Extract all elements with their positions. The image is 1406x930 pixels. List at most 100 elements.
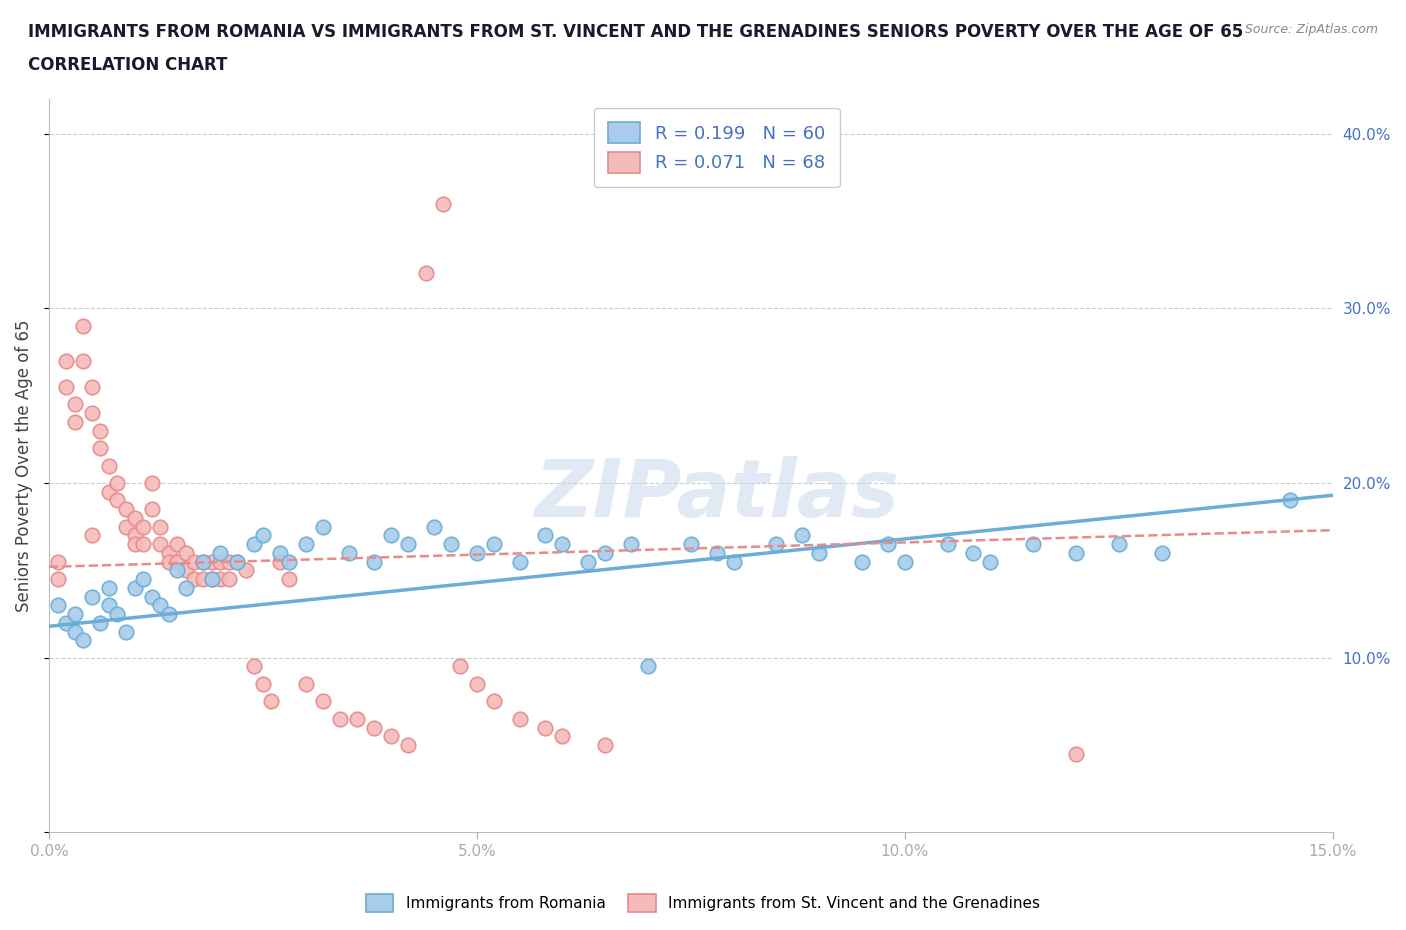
Point <box>595 737 617 752</box>
Point <box>166 537 188 551</box>
Point <box>1150 546 1173 561</box>
Point <box>157 554 180 569</box>
Point <box>465 676 488 691</box>
Point <box>191 572 214 587</box>
Point <box>962 546 984 561</box>
Point <box>449 659 471 674</box>
Point <box>191 554 214 569</box>
Point <box>200 572 222 587</box>
Point <box>808 546 831 561</box>
Text: ZIPatlas: ZIPatlas <box>534 456 898 534</box>
Point <box>396 737 419 752</box>
Text: Source: ZipAtlas.com: Source: ZipAtlas.com <box>1244 23 1378 36</box>
Point <box>209 572 232 587</box>
Point <box>723 554 745 569</box>
Point <box>115 519 138 534</box>
Point <box>551 729 574 744</box>
Point <box>166 563 188 578</box>
Point <box>482 694 505 709</box>
Point <box>46 572 69 587</box>
Point <box>107 493 129 508</box>
Legend: R = 0.199   N = 60, R = 0.071   N = 68: R = 0.199 N = 60, R = 0.071 N = 68 <box>593 108 839 187</box>
Point <box>72 353 94 368</box>
Point <box>183 554 205 569</box>
Point <box>440 537 463 551</box>
Point <box>132 537 155 551</box>
Point <box>851 554 873 569</box>
Point <box>115 502 138 517</box>
Point <box>979 554 1001 569</box>
Point <box>226 554 249 569</box>
Point <box>1278 493 1301 508</box>
Point <box>132 572 155 587</box>
Point <box>149 519 172 534</box>
Point <box>63 606 86 621</box>
Point <box>243 537 266 551</box>
Point <box>380 729 402 744</box>
Point <box>679 537 702 551</box>
Point <box>294 676 316 691</box>
Point <box>63 397 86 412</box>
Point <box>432 196 454 211</box>
Point <box>191 554 214 569</box>
Point <box>89 616 111 631</box>
Point <box>174 563 197 578</box>
Point <box>218 554 240 569</box>
Point <box>876 537 898 551</box>
Point <box>595 546 617 561</box>
Point <box>534 720 557 735</box>
Point <box>337 546 360 561</box>
Point <box>166 554 188 569</box>
Point <box>72 318 94 333</box>
Point <box>149 598 172 613</box>
Point <box>260 694 283 709</box>
Point <box>252 676 274 691</box>
Point <box>55 616 77 631</box>
Point <box>312 519 335 534</box>
Point <box>149 537 172 551</box>
Y-axis label: Seniors Poverty Over the Age of 65: Seniors Poverty Over the Age of 65 <box>15 319 32 612</box>
Point <box>46 598 69 613</box>
Point <box>252 528 274 543</box>
Point <box>124 528 146 543</box>
Point <box>346 711 368 726</box>
Point <box>534 528 557 543</box>
Point <box>277 572 299 587</box>
Point <box>269 546 291 561</box>
Point <box>183 572 205 587</box>
Text: IMMIGRANTS FROM ROMANIA VS IMMIGRANTS FROM ST. VINCENT AND THE GRENADINES SENIOR: IMMIGRANTS FROM ROMANIA VS IMMIGRANTS FR… <box>28 23 1243 41</box>
Point <box>1064 747 1087 762</box>
Point <box>97 580 120 595</box>
Point <box>200 572 222 587</box>
Point <box>97 485 120 499</box>
Point <box>174 546 197 561</box>
Point <box>277 554 299 569</box>
Point <box>141 589 163 604</box>
Point <box>157 606 180 621</box>
Point <box>107 606 129 621</box>
Point <box>363 720 385 735</box>
Point <box>200 554 222 569</box>
Point <box>1108 537 1130 551</box>
Point <box>55 379 77 394</box>
Point <box>115 624 138 639</box>
Point <box>63 624 86 639</box>
Point <box>509 554 531 569</box>
Point <box>174 580 197 595</box>
Point <box>620 537 643 551</box>
Point <box>63 415 86 430</box>
Point <box>97 458 120 473</box>
Point <box>89 423 111 438</box>
Point <box>132 519 155 534</box>
Legend: Immigrants from Romania, Immigrants from St. Vincent and the Grenadines: Immigrants from Romania, Immigrants from… <box>360 888 1046 918</box>
Point <box>423 519 446 534</box>
Point <box>363 554 385 569</box>
Point <box>46 554 69 569</box>
Text: CORRELATION CHART: CORRELATION CHART <box>28 56 228 73</box>
Point <box>294 537 316 551</box>
Point <box>226 554 249 569</box>
Point <box>312 694 335 709</box>
Point <box>80 405 103 420</box>
Point <box>1022 537 1045 551</box>
Point <box>89 441 111 456</box>
